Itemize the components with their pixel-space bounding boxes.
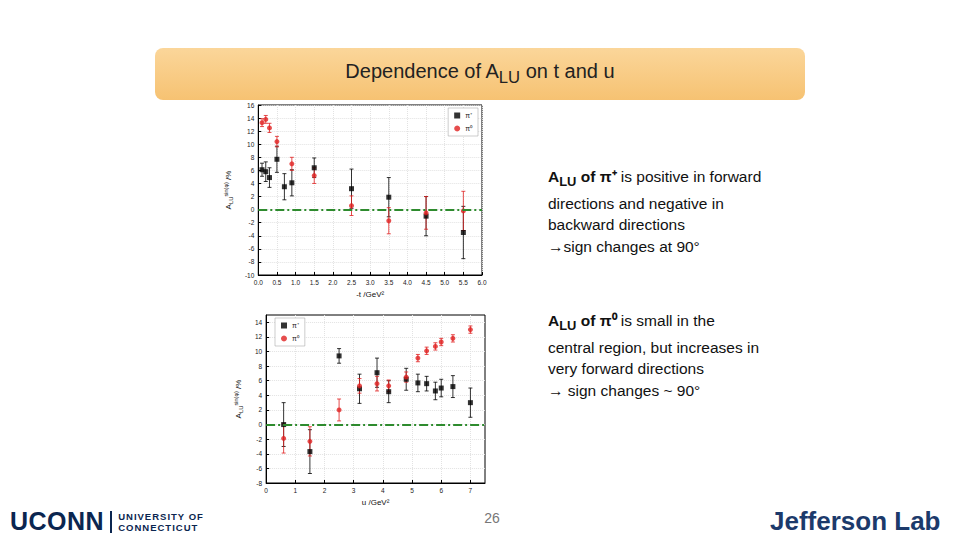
svg-text:4.0: 4.0	[403, 279, 412, 286]
svg-text:-8: -8	[256, 480, 262, 487]
svg-text:/%: /%	[224, 171, 233, 183]
svg-text:5: 5	[410, 487, 414, 494]
svg-text:6: 6	[439, 487, 443, 494]
html-text:UNIVERSITY OF: UNIVERSITY OF	[118, 510, 204, 522]
svg-text:-2: -2	[256, 436, 262, 443]
svg-text:16: 16	[247, 102, 255, 109]
svg-text:2: 2	[251, 193, 255, 200]
html-text:ALUof π⁺ is positive in forwar: ALUof π⁺ is positive in forward directio…	[548, 168, 762, 234]
svg-text:6.0: 6.0	[477, 279, 486, 286]
svg-text:π⁰: π⁰	[292, 335, 300, 342]
svg-text:14: 14	[247, 115, 255, 122]
svg-text:π⁺: π⁺	[292, 322, 300, 329]
html-text:UCONN: UCONN	[10, 507, 105, 535]
svg-text:sin(φ): sin(φ)	[223, 182, 229, 196]
svg-text:/%: /%	[234, 380, 243, 392]
svg-text:5.5: 5.5	[459, 279, 468, 286]
svg-text:2.5: 2.5	[347, 279, 356, 286]
svg-text:2: 2	[259, 406, 263, 413]
svg-text:3.5: 3.5	[384, 279, 393, 286]
svg-text:1.5: 1.5	[310, 279, 319, 286]
svg-text:-6: -6	[256, 465, 262, 472]
html-text:Dependence of ALUon t and u: Dependence of ALUon t and u	[345, 60, 615, 87]
svg-text:A: A	[234, 413, 243, 419]
svg-text:A: A	[224, 204, 233, 210]
svg-text:6: 6	[251, 167, 255, 174]
svg-text:4: 4	[259, 392, 263, 399]
html-text:→ sign changes ~ 90°: → sign changes ~ 90°	[548, 381, 701, 399]
html-text:Jefferson Lab: Jefferson Lab	[770, 506, 941, 536]
svg-text:π⁺: π⁺	[465, 112, 473, 119]
html-text:CONNECTICUT: CONNECTICUT	[118, 521, 199, 533]
svg-text:0.5: 0.5	[272, 279, 281, 286]
svg-text:12: 12	[255, 333, 263, 340]
svg-text:LU: LU	[228, 196, 234, 204]
svg-text:4: 4	[381, 487, 385, 494]
svg-text:-t /GeV²: -t /GeV²	[356, 290, 384, 299]
svg-text:4: 4	[251, 180, 255, 187]
svg-text:2.0: 2.0	[328, 279, 337, 286]
svg-text:12: 12	[247, 128, 255, 135]
svg-text:2: 2	[323, 487, 327, 494]
svg-text:3.0: 3.0	[366, 279, 375, 286]
svg-text:4.5: 4.5	[422, 279, 431, 286]
svg-text:-2: -2	[249, 219, 255, 226]
svg-text:0: 0	[251, 206, 255, 213]
svg-text:-10: -10	[245, 272, 255, 279]
svg-text:-4: -4	[256, 450, 262, 457]
svg-text:10: 10	[247, 141, 255, 148]
svg-text:6: 6	[259, 377, 263, 384]
svg-text:π⁰: π⁰	[465, 125, 473, 132]
svg-text:7: 7	[469, 487, 473, 494]
html-text:26: 26	[484, 510, 500, 526]
svg-text:1: 1	[294, 487, 298, 494]
svg-text:3: 3	[352, 487, 356, 494]
svg-text:LU: LU	[238, 405, 244, 413]
html-text:→sign changes at 90°: →sign changes at 90°	[548, 237, 700, 255]
svg-text:0: 0	[259, 421, 263, 428]
svg-text:1.0: 1.0	[291, 279, 300, 286]
svg-text:u /GeV²: u /GeV²	[362, 498, 390, 507]
svg-text:0.0: 0.0	[254, 279, 263, 286]
svg-text:-4: -4	[249, 232, 255, 239]
svg-text:14: 14	[255, 319, 263, 326]
svg-text:10: 10	[255, 348, 263, 355]
svg-text:0: 0	[264, 487, 268, 494]
html-text:ALUof π⁰ is small in the centr: ALUof π⁰ is small in the central region,…	[548, 312, 760, 378]
svg-text:8: 8	[251, 154, 255, 161]
svg-text:-6: -6	[249, 245, 255, 252]
svg-text:sin(φ): sin(φ)	[233, 391, 239, 405]
svg-text:8: 8	[259, 363, 263, 370]
svg-text:-8: -8	[249, 258, 255, 265]
svg-text:5.0: 5.0	[440, 279, 449, 286]
